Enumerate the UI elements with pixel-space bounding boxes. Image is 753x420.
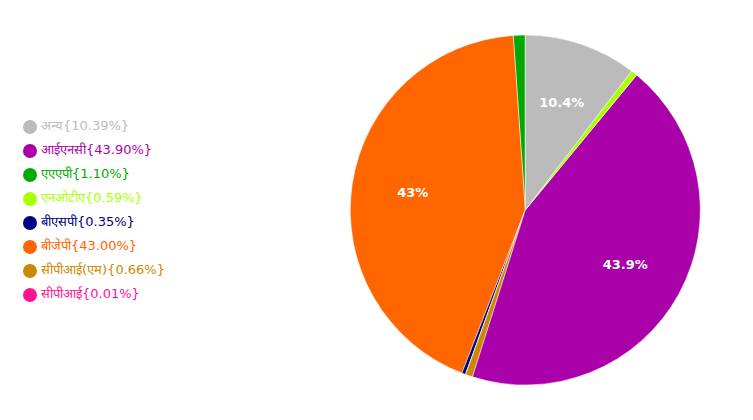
svg-text:43.9%: 43.9% bbox=[603, 257, 648, 272]
html-text:सीपीआई(एम){0.66%}: सीपीआई(एम){0.66%} bbox=[41, 262, 165, 277]
html-text:अन्य{10.39%}: अन्य{10.39%} bbox=[41, 118, 130, 133]
svg-text:10.4%: 10.4% bbox=[539, 95, 584, 110]
html-text:आईएनसी{43.90%}: आईएनसी{43.90%} bbox=[41, 142, 153, 157]
html-text:एएएपी{1.10%}: एएएपी{1.10%} bbox=[41, 166, 130, 181]
html-text:सीपीआई{0.01%}: सीपीआई{0.01%} bbox=[41, 286, 140, 301]
svg-text:43%: 43% bbox=[397, 185, 428, 200]
html-text:बीजेपी{43.00%}: बीजेपी{43.00%} bbox=[41, 238, 138, 253]
html-text:एनओटीए{0.59%}: एनओटीए{0.59%} bbox=[41, 190, 143, 205]
html-text:बीएसपी{0.35%}: बीएसपी{0.35%} bbox=[41, 214, 135, 229]
